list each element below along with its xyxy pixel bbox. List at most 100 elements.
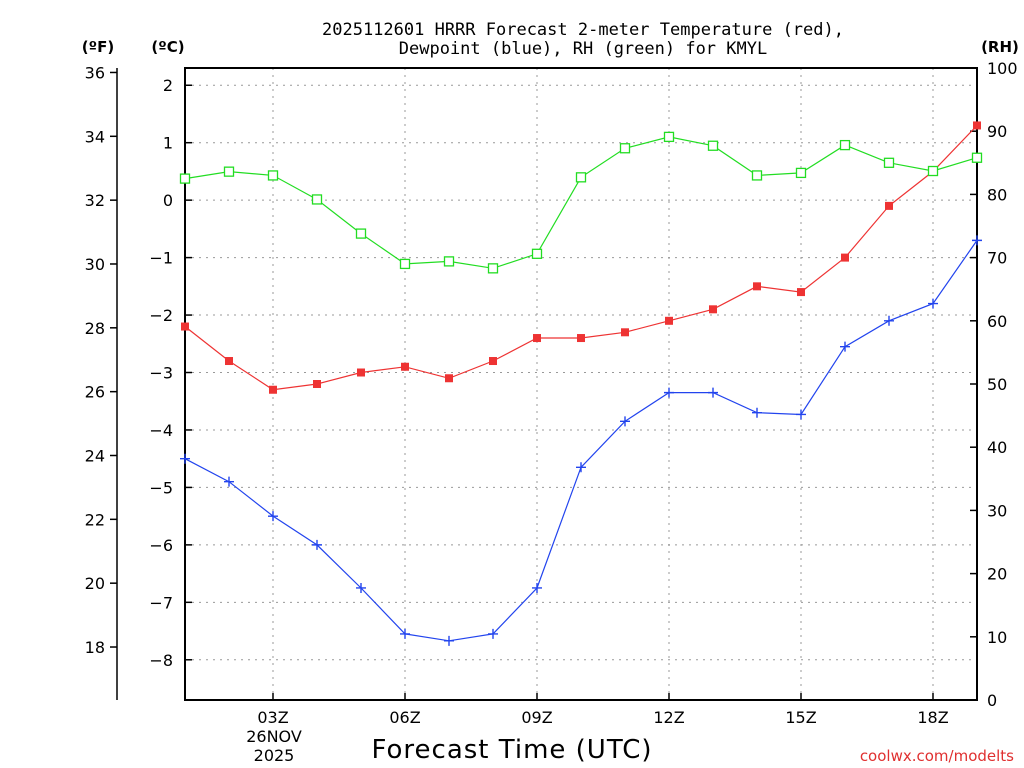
x-tick-label: 18Z xyxy=(917,708,948,727)
celsius-tick-label: −8 xyxy=(149,651,173,670)
dewpoint-point xyxy=(532,582,542,593)
temperature-point xyxy=(753,282,761,291)
plot-frame xyxy=(184,67,978,701)
dewpoint-point xyxy=(488,628,498,639)
fahrenheit-tick-label: 28 xyxy=(85,319,105,338)
dewpoint-point xyxy=(620,416,630,427)
rh-point xyxy=(267,170,279,181)
rh-tick-label: 80 xyxy=(987,185,1007,204)
celsius-unit-label: (ºC) xyxy=(151,38,184,56)
rh-point xyxy=(663,131,675,143)
celsius-tick-label: −6 xyxy=(149,536,173,555)
temperature-point xyxy=(269,385,277,394)
celsius-tick-label: 1 xyxy=(163,134,173,153)
dewpoint-point xyxy=(268,511,278,522)
source-credit[interactable]: coolwx.com/modelts xyxy=(860,747,1014,765)
rh-line xyxy=(184,136,978,269)
dewpoint-line xyxy=(184,240,978,642)
fahrenheit-tick-label: 34 xyxy=(85,127,105,146)
dewpoint-point xyxy=(928,298,938,309)
dewpoint-point xyxy=(444,635,454,646)
rh-point xyxy=(575,172,587,183)
dewpoint-point xyxy=(224,476,234,487)
x-axis-label: Forecast Time (UTC) xyxy=(371,735,652,765)
fahrenheit-unit-label: (ºF) xyxy=(82,38,114,56)
dewpoint-point xyxy=(796,409,806,420)
temperature-point xyxy=(401,362,409,371)
rh-tick-label: 100 xyxy=(987,59,1018,78)
x-tick-label: 06Z xyxy=(389,708,420,727)
x-tick-label: 03Z xyxy=(257,708,288,727)
rh-tick-label: 10 xyxy=(987,628,1007,647)
temperature-point xyxy=(709,305,717,314)
temperature-point xyxy=(665,316,673,325)
axis-ticks: 03Z 06Z 09Z 12Z 15Z 18Z210−1−2−3−4−5−6−7−8363… xyxy=(85,59,1018,727)
temperature-point xyxy=(621,328,629,337)
rh-point xyxy=(927,165,939,177)
celsius-tick-label: 2 xyxy=(163,76,173,95)
fahrenheit-tick-label: 36 xyxy=(85,63,105,82)
dewpoint-point xyxy=(752,407,762,418)
fahrenheit-tick-label: 26 xyxy=(85,383,105,402)
dewpoint-point xyxy=(180,453,190,464)
x-tick-label: 12Z xyxy=(653,708,684,727)
rh-tick-label: 20 xyxy=(987,565,1007,584)
dewpoint-point xyxy=(708,387,718,398)
celsius-tick-label: −4 xyxy=(149,421,173,440)
rh-unit-label: (RH) xyxy=(981,38,1019,56)
rh-point xyxy=(487,263,499,274)
rh-point xyxy=(619,143,631,154)
fahrenheit-tick-label: 30 xyxy=(85,255,105,274)
temperature-point xyxy=(577,334,585,343)
rh-tick-label: 70 xyxy=(987,249,1007,268)
chart-title-line2: Dewpoint (blue), RH (green) for KMYL xyxy=(399,39,767,59)
temperature-point xyxy=(533,334,541,343)
dewpoint-point xyxy=(972,235,982,246)
rh-point xyxy=(399,258,411,270)
date-label-day: 26NOV xyxy=(246,727,302,746)
fahrenheit-tick-label: 24 xyxy=(85,446,105,465)
celsius-tick-label: −3 xyxy=(149,364,173,383)
rh-point xyxy=(751,170,763,181)
rh-point xyxy=(795,167,807,179)
temperature-point xyxy=(313,380,321,388)
rh-tick-label: 30 xyxy=(987,501,1007,520)
chart-title-line1: 2025112601 HRRR Forecast 2-meter Tempera… xyxy=(322,20,844,40)
celsius-tick-label: 0 xyxy=(163,191,173,210)
celsius-tick-label: −5 xyxy=(149,478,173,497)
rh-point xyxy=(355,228,367,239)
date-label-year: 2025 xyxy=(254,746,295,765)
rh-tick-label: 60 xyxy=(987,312,1007,331)
dewpoint-point xyxy=(356,582,366,593)
temperature-point xyxy=(225,357,233,366)
rh-point xyxy=(223,166,235,177)
temperature-point xyxy=(445,374,453,383)
dewpoint-point xyxy=(884,315,894,326)
celsius-tick-label: −7 xyxy=(149,593,173,612)
dewpoint-point xyxy=(664,387,674,398)
fahrenheit-tick-label: 32 xyxy=(85,191,105,210)
temperature-point xyxy=(885,201,893,210)
fahrenheit-tick-label: 20 xyxy=(85,574,105,593)
rh-tick-label: 40 xyxy=(987,438,1007,457)
dewpoint-point xyxy=(312,539,322,550)
rh-point xyxy=(443,256,455,267)
temperature-point xyxy=(973,121,981,130)
rh-point xyxy=(883,157,895,168)
rh-point xyxy=(839,139,851,151)
temperature-point xyxy=(797,288,805,297)
data-series xyxy=(179,121,983,646)
rh-point xyxy=(179,173,191,184)
rh-tick-label: 0 xyxy=(987,691,997,710)
temperature-point xyxy=(357,368,365,377)
dewpoint-point xyxy=(840,341,850,352)
rh-tick-label: 90 xyxy=(987,122,1007,141)
rh-tick-label: 50 xyxy=(987,375,1007,394)
celsius-tick-label: −1 xyxy=(149,249,173,268)
celsius-tick-label: −2 xyxy=(149,306,173,325)
dewpoint-point xyxy=(576,462,586,473)
dewpoint-point xyxy=(400,628,410,639)
temperature-point xyxy=(489,357,497,366)
fahrenheit-tick-label: 18 xyxy=(85,638,105,657)
